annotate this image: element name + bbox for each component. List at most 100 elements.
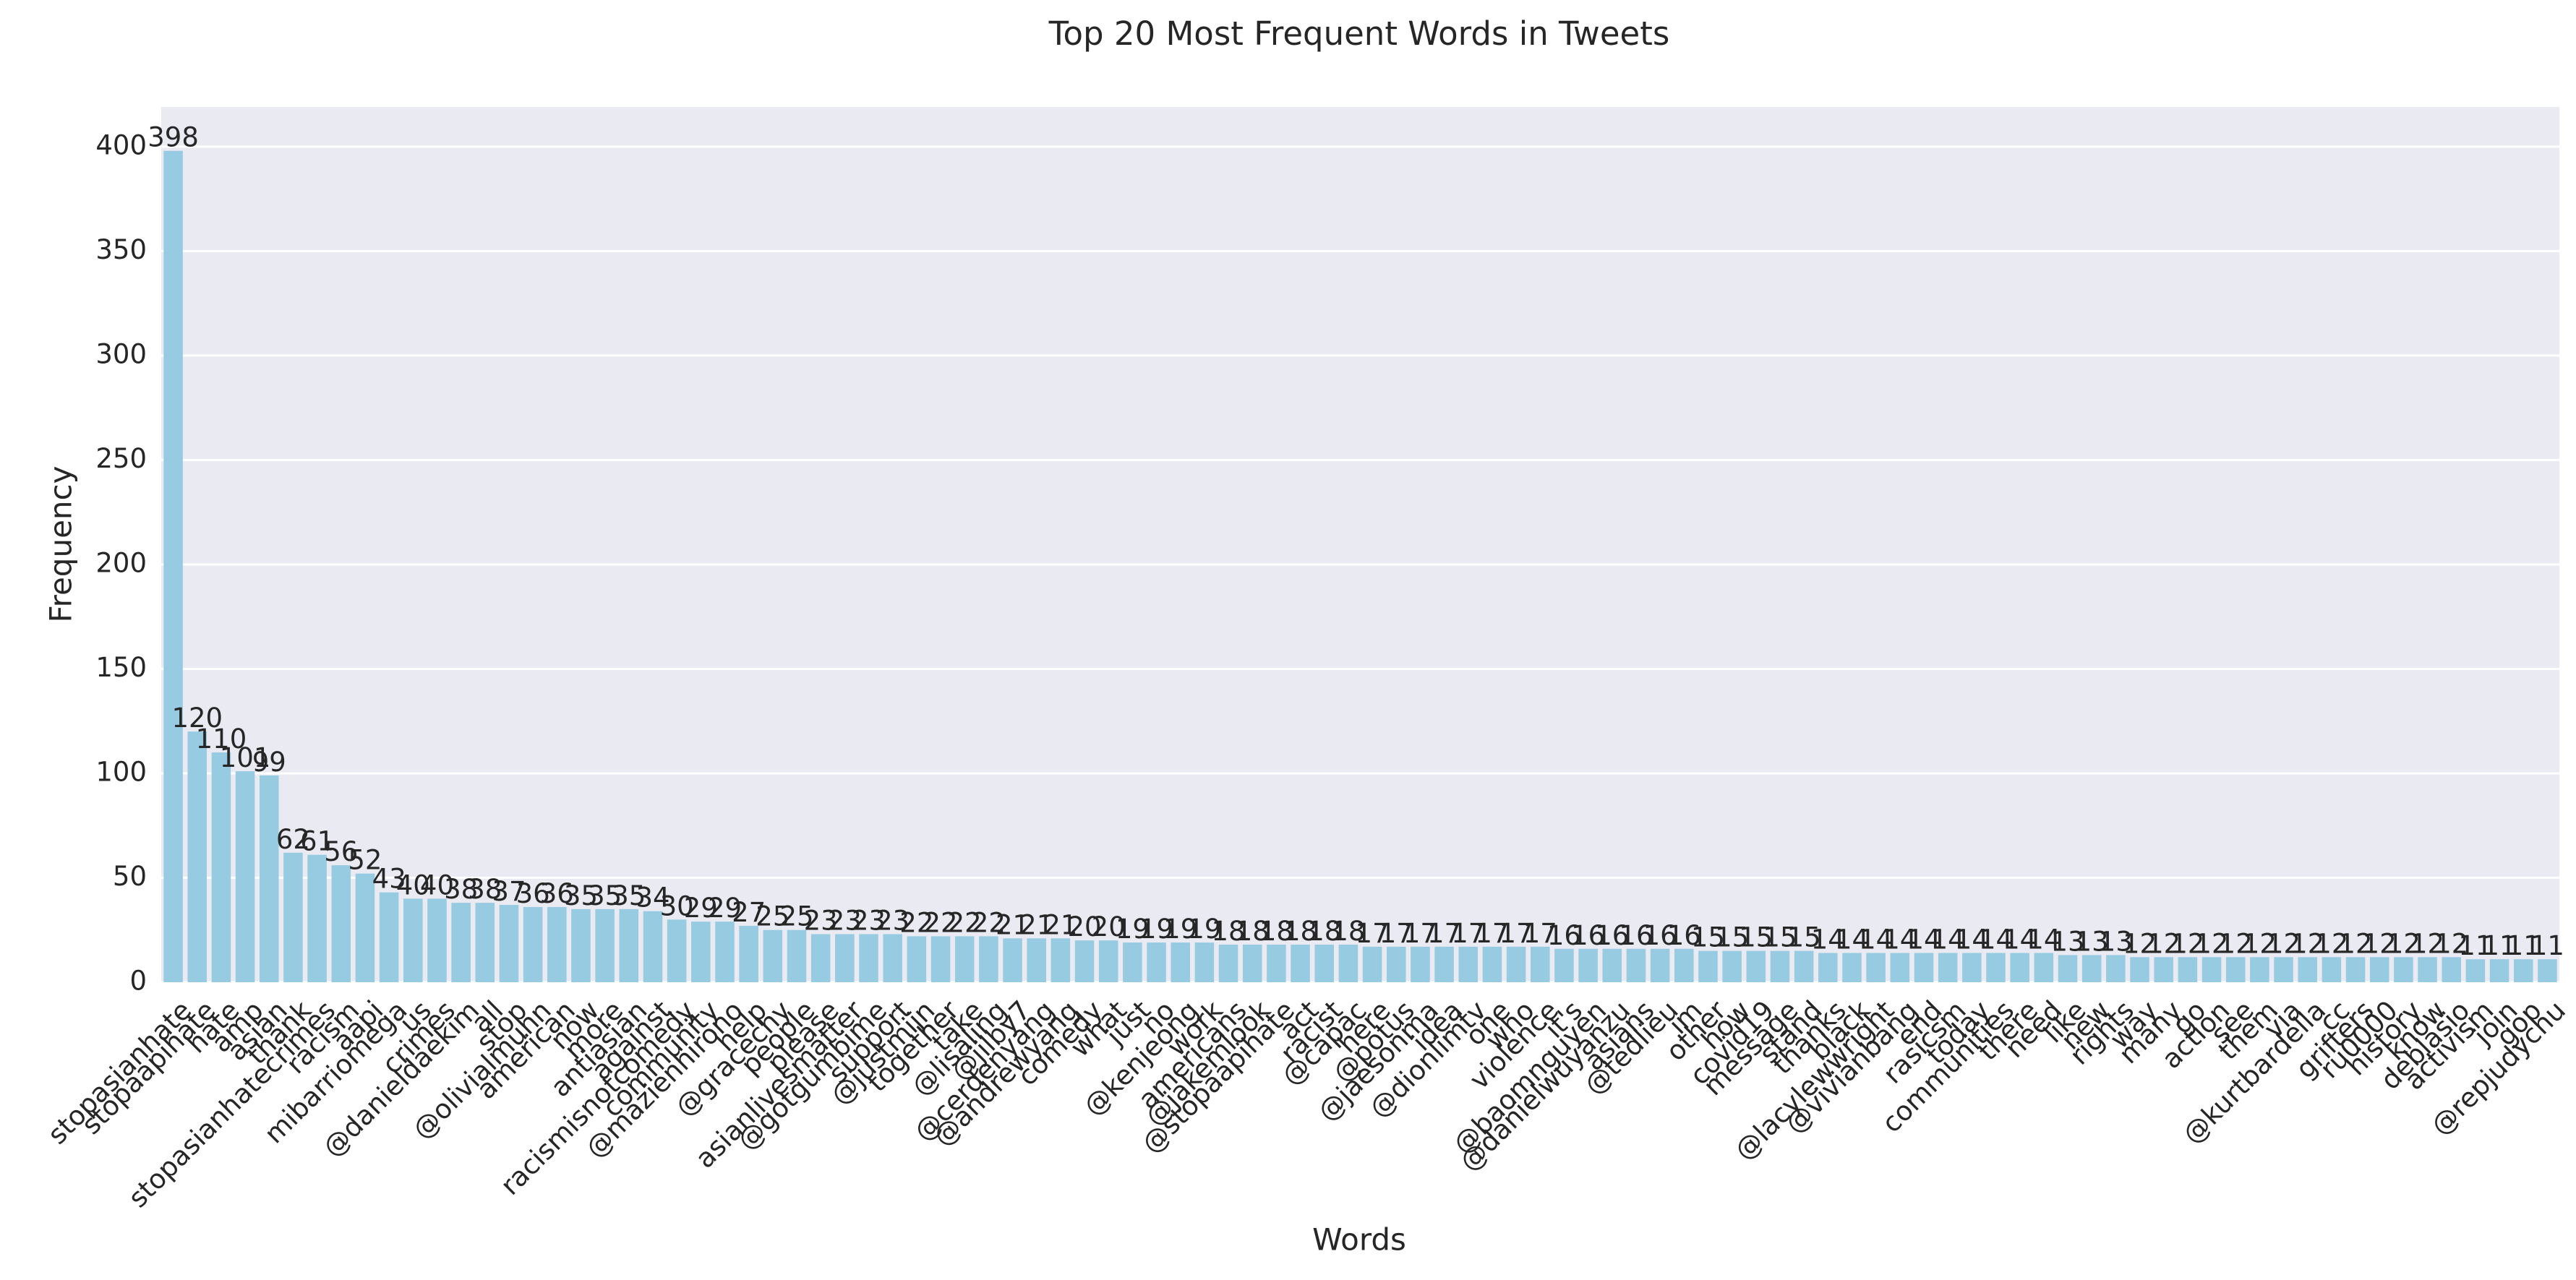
value-label: 13 [2075,926,2109,957]
value-label: 11 [2458,930,2492,961]
value-label: 11 [2483,930,2517,961]
bar [2130,957,2149,982]
value-label: 14 [1955,924,1989,955]
value-label: 43 [372,864,406,895]
bar [1890,953,1910,982]
bar [1914,953,1934,982]
value-label: 38 [444,874,478,905]
bar [451,903,471,982]
bar [930,936,951,982]
bar [2322,957,2342,982]
bar [283,852,303,982]
bar [1722,950,1742,982]
value-label: 40 [420,869,454,901]
bar [2058,955,2078,982]
value-label: 18 [1283,916,1317,947]
value-label: 14 [2027,924,2061,955]
bar [211,752,231,982]
bar [2513,959,2533,982]
value-label: 37 [492,876,526,907]
bar [235,771,255,982]
value-label: 12 [2410,928,2444,959]
bar [1218,944,1238,982]
bar [883,934,902,982]
bar [187,731,207,982]
bar [1650,948,1670,982]
bar [2225,957,2246,982]
bar [1003,938,1022,982]
bar [859,934,878,982]
value-label: 23 [804,906,838,937]
bar [163,150,183,983]
value-label: 40 [396,869,430,901]
bar [355,873,375,982]
bar [2178,957,2198,982]
value-label: 19 [1116,914,1150,945]
bar [835,934,855,982]
value-label: 29 [684,893,718,924]
bar [1626,948,1646,982]
value-label: 21 [996,909,1030,940]
bar [2418,957,2437,982]
value-label: 16 [1571,920,1605,951]
bar [1698,950,1718,982]
bar [427,898,447,982]
bar [2489,959,2509,982]
value-label: 16 [1643,920,1677,951]
bar [1602,948,1622,982]
value-label: 21 [1019,909,1053,940]
value-label: 12 [2434,928,2468,959]
value-label: 62 [276,824,310,855]
bar [1842,953,1862,982]
bar [1770,950,1790,982]
value-label: 17 [1356,918,1390,949]
bar [1171,942,1190,982]
value-label: 120 [171,703,223,734]
bar [1531,946,1550,982]
value-label: 22 [948,907,982,938]
value-label: 398 [147,122,199,153]
y-tick-label: 250 [95,443,147,474]
bar [331,865,351,982]
bar [547,906,567,982]
bar [739,925,758,982]
bar [2034,953,2054,982]
value-label: 99 [252,747,286,778]
bar [2465,959,2486,982]
value-label: 11 [2530,930,2564,961]
value-label: 110 [196,723,247,755]
value-label: 35 [588,880,622,911]
bar [403,898,423,982]
value-label: 25 [779,901,813,932]
bar [2394,957,2413,982]
bar [1267,944,1286,982]
bar [2154,957,2173,982]
value-label: 23 [852,906,886,937]
bar [523,906,543,982]
y-tick-label: 300 [95,338,147,369]
value-label: 13 [2050,926,2084,957]
value-label: 17 [1451,918,1485,949]
value-label: 15 [1691,922,1725,953]
chart-title: Top 20 Most Frequent Words in Tweets [1048,14,1670,53]
bar [2010,953,2029,982]
bar [379,892,399,982]
bar [1506,946,1526,982]
bar [2442,957,2462,982]
value-label: 22 [923,907,957,938]
value-label: 19 [1139,914,1173,945]
bar [2298,957,2317,982]
bar [2250,957,2269,982]
value-label: 16 [1547,920,1581,951]
value-label: 18 [1307,916,1341,947]
bar [1098,940,1118,982]
bar [1866,953,1886,982]
value-label: 22 [972,907,1006,938]
value-label: 14 [1931,924,1965,955]
bar [1962,953,1982,982]
bar [1794,950,1814,982]
value-label: 12 [2363,928,2397,959]
y-tick-label: 150 [95,652,147,683]
bar [1938,953,1958,982]
value-label: 23 [876,906,910,937]
